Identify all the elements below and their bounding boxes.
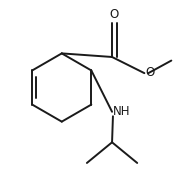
Text: O: O: [110, 8, 119, 21]
Text: NH: NH: [113, 105, 131, 118]
Text: O: O: [145, 66, 155, 79]
